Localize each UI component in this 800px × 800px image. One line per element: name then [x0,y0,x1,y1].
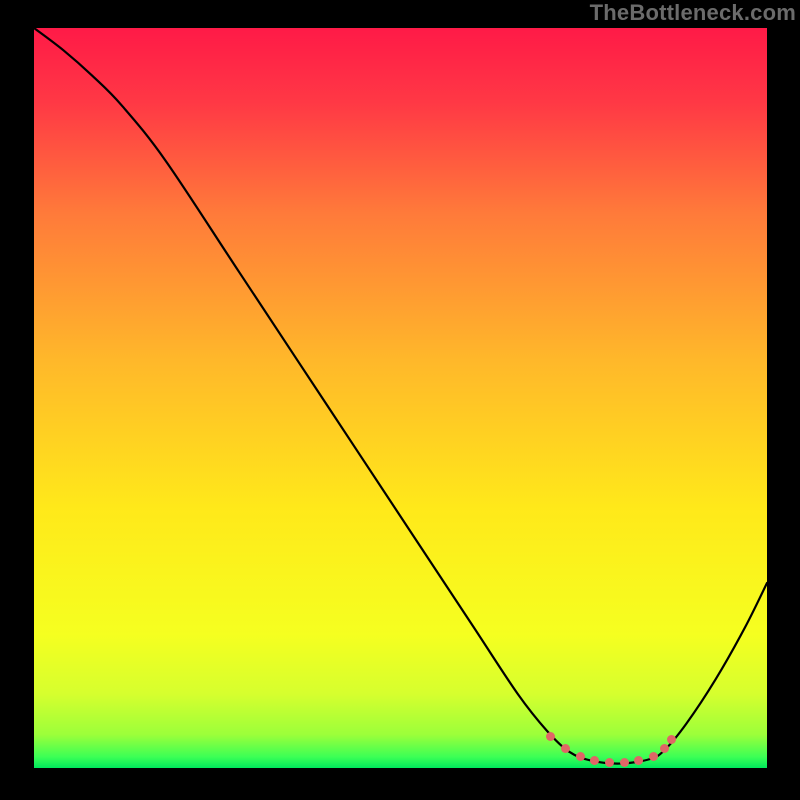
watermark-label: TheBottleneck.com [590,0,796,26]
tolerance-marker [605,758,614,767]
plot-area [34,28,767,768]
tolerance-markers [34,28,767,768]
tolerance-marker [660,744,669,753]
tolerance-marker [649,752,658,761]
tolerance-marker [620,758,629,767]
tolerance-marker [634,756,643,765]
bottleneck-chart: TheBottleneck.com [0,0,800,800]
tolerance-marker [561,744,570,753]
tolerance-marker [590,756,599,765]
tolerance-marker [546,732,555,741]
tolerance-marker [667,735,676,744]
tolerance-marker [576,752,585,761]
